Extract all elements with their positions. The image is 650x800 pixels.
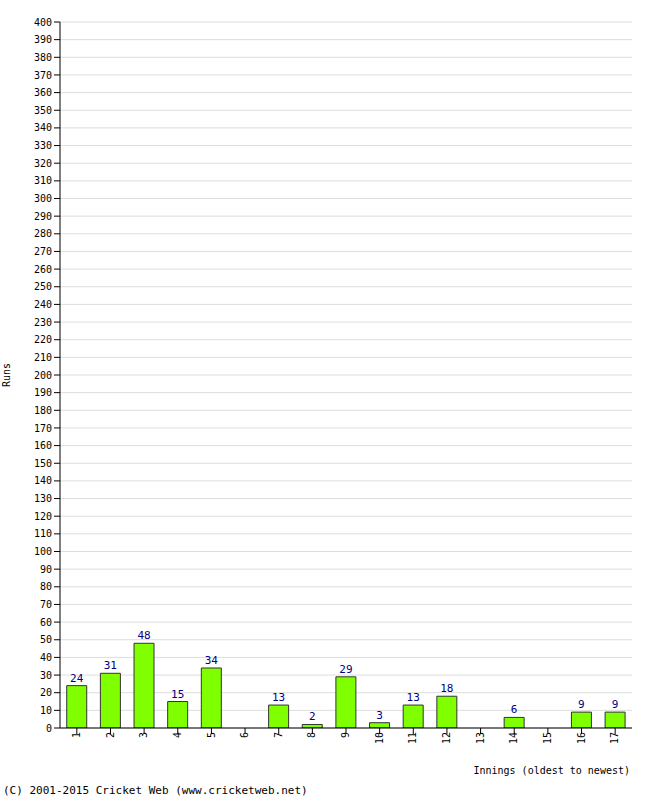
svg-text:280: 280 <box>34 228 52 239</box>
svg-text:8: 8 <box>306 732 317 738</box>
svg-text:29: 29 <box>339 663 352 676</box>
svg-text:9: 9 <box>578 698 585 711</box>
svg-text:370: 370 <box>34 70 52 81</box>
svg-text:6: 6 <box>511 703 518 716</box>
svg-text:14: 14 <box>508 732 519 744</box>
svg-text:260: 260 <box>34 264 52 275</box>
svg-text:50: 50 <box>40 634 52 645</box>
svg-text:1: 1 <box>71 732 82 738</box>
svg-text:290: 290 <box>34 211 52 222</box>
svg-text:3: 3 <box>376 709 383 722</box>
svg-text:240: 240 <box>34 299 52 310</box>
svg-text:300: 300 <box>34 193 52 204</box>
svg-text:190: 190 <box>34 387 52 398</box>
svg-text:320: 320 <box>34 158 52 169</box>
svg-text:90: 90 <box>40 564 52 575</box>
svg-text:2: 2 <box>105 732 116 738</box>
svg-text:31: 31 <box>104 659 117 672</box>
svg-text:110: 110 <box>34 528 52 539</box>
svg-text:10: 10 <box>374 732 385 744</box>
svg-text:9: 9 <box>612 698 619 711</box>
svg-text:180: 180 <box>34 405 52 416</box>
svg-text:13: 13 <box>407 691 420 704</box>
svg-text:4: 4 <box>172 732 183 738</box>
svg-text:9: 9 <box>340 732 351 738</box>
svg-text:40: 40 <box>40 652 52 663</box>
svg-text:12: 12 <box>441 732 452 744</box>
svg-text:270: 270 <box>34 246 52 257</box>
svg-text:48: 48 <box>137 629 150 642</box>
svg-text:5: 5 <box>206 732 217 738</box>
svg-text:120: 120 <box>34 511 52 522</box>
svg-text:15: 15 <box>542 732 553 744</box>
svg-text:Runs: Runs <box>8 363 12 387</box>
svg-text:380: 380 <box>34 52 52 63</box>
svg-text:3: 3 <box>138 732 149 738</box>
svg-text:30: 30 <box>40 670 52 681</box>
svg-text:6: 6 <box>239 732 250 738</box>
svg-text:34: 34 <box>205 654 219 667</box>
svg-text:250: 250 <box>34 281 52 292</box>
svg-text:140: 140 <box>34 475 52 486</box>
svg-text:13: 13 <box>272 691 285 704</box>
svg-text:360: 360 <box>34 87 52 98</box>
svg-text:20: 20 <box>40 687 52 698</box>
svg-text:17: 17 <box>609 732 620 744</box>
svg-text:310: 310 <box>34 175 52 186</box>
svg-text:170: 170 <box>34 423 52 434</box>
svg-text:80: 80 <box>40 581 52 592</box>
svg-text:7: 7 <box>273 732 284 738</box>
svg-text:390: 390 <box>34 34 52 45</box>
svg-text:160: 160 <box>34 440 52 451</box>
svg-text:16: 16 <box>576 732 587 744</box>
svg-text:230: 230 <box>34 317 52 328</box>
svg-text:Innings (oldest to newest): Innings (oldest to newest) <box>473 765 630 776</box>
svg-text:340: 340 <box>34 122 52 133</box>
svg-text:130: 130 <box>34 493 52 504</box>
html-text:(C) 2001-2015 Cricket Web (www: (C) 2001-2015 Cricket Web (www.cricketwe… <box>3 784 308 797</box>
svg-text:330: 330 <box>34 140 52 151</box>
svg-text:15: 15 <box>171 688 184 701</box>
svg-text:70: 70 <box>40 599 52 610</box>
svg-text:210: 210 <box>34 352 52 363</box>
svg-text:60: 60 <box>40 617 52 628</box>
svg-text:350: 350 <box>34 105 52 116</box>
svg-text:150: 150 <box>34 458 52 469</box>
svg-text:18: 18 <box>440 682 453 695</box>
svg-text:10: 10 <box>40 705 52 716</box>
svg-text:11: 11 <box>407 732 418 744</box>
svg-text:220: 220 <box>34 334 52 345</box>
svg-text:0: 0 <box>46 723 52 734</box>
svg-text:100: 100 <box>34 546 52 557</box>
svg-text:13: 13 <box>475 732 486 744</box>
svg-text:2: 2 <box>309 710 316 723</box>
svg-text:200: 200 <box>34 370 52 381</box>
svg-text:24: 24 <box>70 672 84 685</box>
svg-text:400: 400 <box>34 17 52 28</box>
